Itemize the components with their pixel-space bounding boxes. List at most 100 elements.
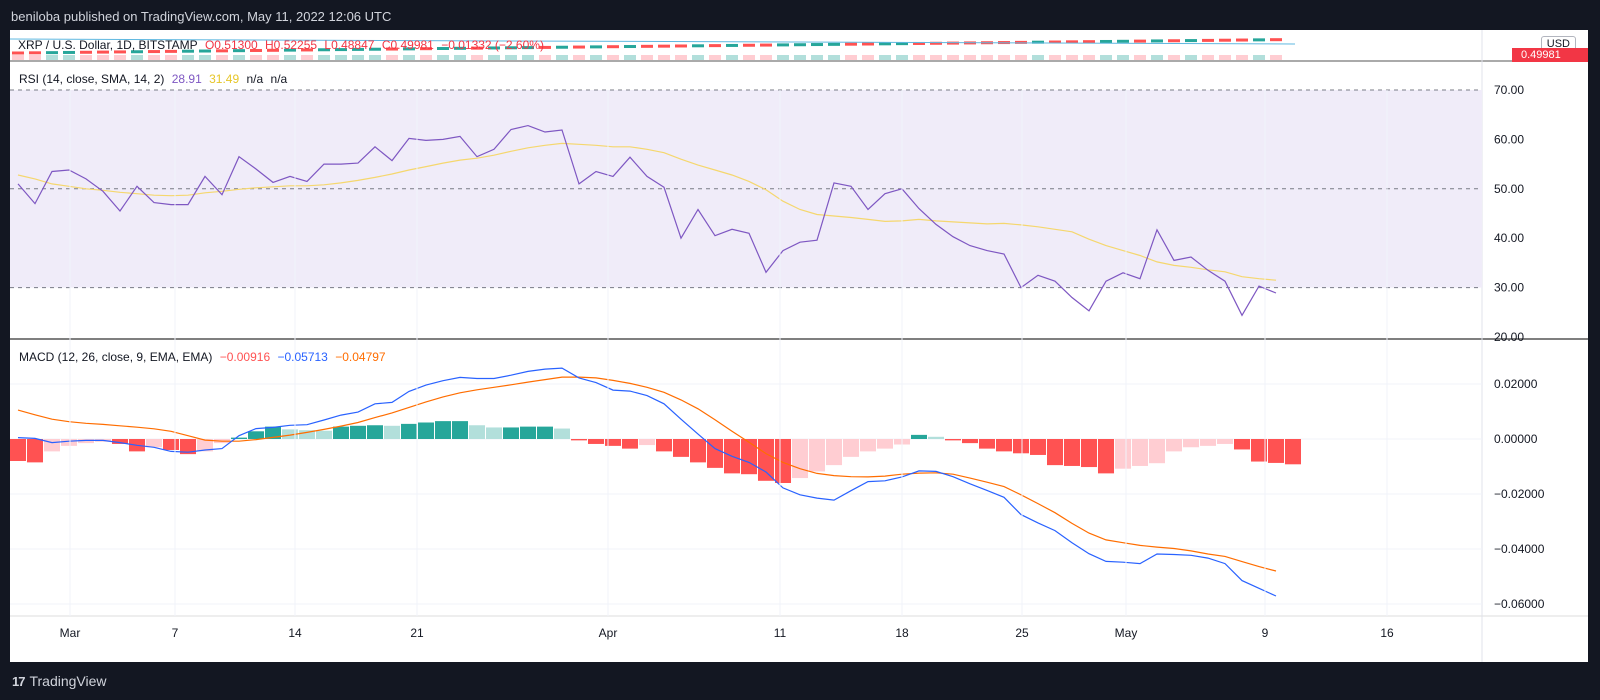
change-value: −0.01332 (−2.60%)	[441, 38, 544, 52]
chart-canvas[interactable]: 70.00 60.00 50.00 40.00 30.00 20.00 0.02000 0.0…	[10, 30, 1588, 662]
price-candle	[80, 50, 92, 54]
macd-histogram-bar	[1030, 439, 1046, 455]
macd-histogram-bar	[1166, 439, 1182, 452]
price-candle	[607, 45, 619, 49]
volume-bar	[964, 55, 976, 60]
chart-frame[interactable]: 70.00 60.00 50.00 40.00 30.00 20.00 0.02000 0.0…	[10, 30, 1588, 662]
volume-bar	[1100, 55, 1112, 60]
macd-histogram-bar	[605, 439, 621, 446]
price-candle	[1117, 39, 1129, 43]
macd-histogram-bar	[979, 439, 995, 449]
macd-histogram-bar	[61, 439, 77, 446]
macd-histogram-bar	[622, 439, 638, 449]
macd-axis-tick: −0.02000	[1494, 487, 1545, 501]
macd-histogram-bar	[656, 439, 672, 452]
volume-bar	[743, 55, 755, 60]
macd-histogram-bar	[1115, 439, 1131, 469]
price-candles-strip	[12, 38, 1282, 60]
macd-histogram-bar	[554, 428, 570, 439]
volume-bar	[454, 55, 466, 60]
macd-histogram-bar	[588, 439, 604, 444]
macd-histogram-bar	[996, 439, 1012, 452]
rsi-line	[17, 124, 1277, 317]
tradingview-brand: TradingView	[29, 673, 107, 689]
price-candle	[1168, 39, 1180, 43]
macd-histogram-bar	[877, 439, 893, 449]
macd-histogram-bar	[690, 439, 706, 463]
price-candle	[250, 48, 262, 52]
volume-bar	[1236, 55, 1248, 60]
macd-histogram-bar	[1268, 439, 1284, 463]
volume-bar	[760, 55, 772, 60]
price-candle	[522, 46, 534, 50]
price-candle	[1049, 40, 1061, 44]
macd-line-value: −0.05713	[277, 350, 328, 364]
macd-hist-value: −0.00916	[219, 350, 271, 364]
price-candle	[1032, 40, 1044, 44]
price-candle	[420, 47, 432, 51]
rsi-value: 28.91	[171, 72, 202, 86]
volume-bar	[862, 55, 874, 60]
volume-bar	[794, 55, 806, 60]
price-candle	[913, 41, 925, 45]
volume-bar	[386, 55, 398, 60]
volume-bar	[913, 55, 925, 60]
time-axis-tick: 21	[410, 626, 424, 640]
volume-bar	[284, 55, 296, 60]
price-candle	[267, 48, 279, 52]
price-candle	[1100, 39, 1112, 43]
price-ma-line	[10, 38, 1296, 45]
volume-bar	[1202, 55, 1214, 60]
volume-bar	[318, 55, 330, 60]
volume-bar	[131, 55, 143, 60]
price-candle	[896, 42, 908, 46]
last-price-tag: 0.49981	[1512, 48, 1588, 62]
volume-bar	[420, 55, 432, 60]
low-value: L0.48847	[324, 38, 375, 52]
price-candle	[335, 48, 347, 52]
volume-bar	[165, 55, 177, 60]
macd-histogram-bar	[146, 439, 162, 448]
price-candle	[369, 47, 381, 51]
macd-signal-line	[17, 376, 1277, 572]
macd-histogram-bar	[843, 439, 859, 457]
macd-histogram-bar	[27, 439, 43, 463]
price-candle	[760, 43, 772, 47]
price-candle	[454, 46, 466, 50]
price-candle	[1185, 39, 1197, 43]
tradingview-logo[interactable]: 17 TradingView	[12, 673, 107, 689]
macd-axis-tick: −0.04000	[1494, 542, 1545, 556]
symbol-label[interactable]: XRP / U.S. Dollar, 1D, BITSTAMP	[18, 38, 198, 52]
macd-title[interactable]: MACD (12, 26, close, 9, EMA, EMA)	[19, 350, 213, 364]
price-candle	[828, 42, 840, 46]
time-axis-tick: Apr	[599, 626, 618, 640]
price-candle	[726, 43, 738, 47]
volume-bar	[709, 55, 721, 60]
macd-histogram-bar	[282, 429, 298, 439]
macd-histogram-bar	[299, 430, 315, 439]
volume-bar	[1083, 55, 1095, 60]
price-candle	[794, 43, 806, 47]
macd-histogram-bar	[10, 439, 26, 461]
volume-bar	[539, 55, 551, 60]
price-candle	[743, 43, 755, 47]
price-candle	[284, 48, 296, 52]
macd-histogram-bar	[1098, 439, 1114, 474]
close-value: C0.49981	[381, 38, 434, 52]
rsi-axis-tick: 40.00	[1494, 231, 1524, 245]
macd-histogram-bar	[1285, 439, 1301, 465]
rsi-title[interactable]: RSI (14, close, SMA, 14, 2)	[19, 72, 165, 86]
volume-bar	[114, 55, 126, 60]
volume-bar	[29, 55, 41, 60]
price-candle	[199, 49, 211, 53]
macd-histogram-bar	[486, 427, 502, 439]
macd-histogram-bar	[1132, 439, 1148, 466]
time-axis-tick: 18	[895, 626, 909, 640]
price-candle	[590, 45, 602, 49]
rsi-axis-tick: 70.00	[1494, 83, 1524, 97]
open-value: O0.51300	[204, 38, 258, 52]
volume-bar	[947, 55, 959, 60]
rsi-legend: RSI (14, close, SMA, 14, 2) 28.91 31.49 …	[19, 72, 291, 86]
macd-histogram-bar	[911, 434, 927, 439]
macd-histogram-bar	[112, 439, 128, 444]
